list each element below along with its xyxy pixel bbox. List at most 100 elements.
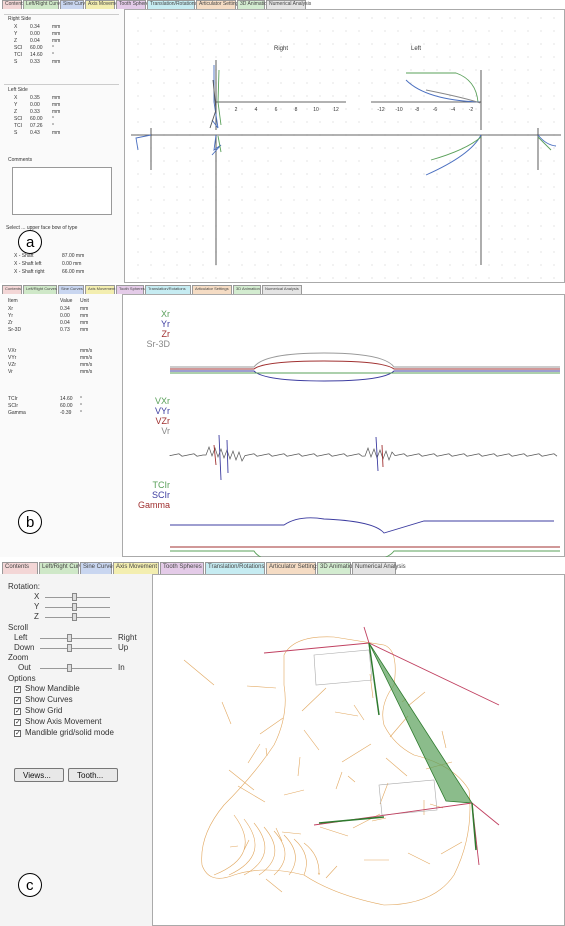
check-mark: ✓: [15, 730, 21, 737]
checkbox[interactable]: ✓: [14, 697, 21, 704]
tab[interactable]: Translation/Rotations: [147, 0, 195, 9]
grid-dot: [528, 122, 529, 123]
grid-dot: [242, 278, 243, 279]
tab-label: 3D Animation: [320, 564, 356, 570]
section-label: Zoom: [8, 654, 28, 662]
slider-thumb[interactable]: [67, 644, 72, 652]
grid-dot: [229, 109, 230, 110]
grid-dot: [138, 252, 139, 253]
tab[interactable]: Translation/Rotations: [145, 285, 191, 294]
tab[interactable]: Sine Curves: [58, 285, 84, 294]
tab[interactable]: Sine Curves: [80, 562, 112, 574]
tab[interactable]: Contents: [2, 562, 38, 574]
grid-dot: [255, 31, 256, 32]
tab[interactable]: Tooth Spheres: [116, 0, 146, 9]
grid-dot: [411, 239, 412, 240]
grid-dot: [515, 226, 516, 227]
grid-dot: [190, 18, 191, 19]
grid-dot: [489, 70, 490, 71]
grid-dot: [385, 278, 386, 279]
grid-dot: [541, 174, 542, 175]
grid-dot: [424, 109, 425, 110]
tab[interactable]: Sine Curves: [60, 0, 84, 9]
tab[interactable]: Axis Movement: [113, 562, 159, 574]
tab-label: Axis Movement: [116, 564, 157, 570]
tab[interactable]: 3D Animation: [317, 562, 351, 574]
tab[interactable]: Contents: [2, 285, 22, 294]
slider-thumb[interactable]: [67, 664, 72, 672]
tab-label: Sine Curves: [61, 287, 83, 291]
grid-dot: [151, 44, 152, 45]
comments-box[interactable]: [12, 167, 112, 215]
checkbox[interactable]: ✓: [14, 708, 21, 715]
tab[interactable]: Left/Right Curves: [23, 0, 59, 9]
grid-dot: [242, 226, 243, 227]
grid-dot: [398, 187, 399, 188]
tab[interactable]: Tooth Spheres: [116, 285, 144, 294]
mandible-mesh: [302, 688, 326, 711]
grid-dot: [541, 122, 542, 123]
grid-dot: [515, 18, 516, 19]
grid-dot: [281, 161, 282, 162]
grid-dot: [294, 278, 295, 279]
field-unit: mm: [52, 131, 60, 136]
grid-dot: [424, 57, 425, 58]
button[interactable]: Views...: [14, 768, 64, 782]
checkbox[interactable]: ✓: [14, 719, 21, 726]
grid-dot: [203, 226, 204, 227]
tab-label: Articulator Settings: [199, 2, 241, 7]
tab-label: 3D Animation: [236, 287, 260, 291]
tab[interactable]: Tooth Spheres: [160, 562, 204, 574]
tab[interactable]: Translation/Rotations: [205, 562, 265, 574]
tab[interactable]: Left/Right Curves: [39, 562, 79, 574]
slider-thumb[interactable]: [72, 593, 77, 601]
slider-thumb[interactable]: [67, 634, 72, 642]
slider-thumb[interactable]: [72, 603, 77, 611]
tab[interactable]: Numerical Analysis: [266, 0, 306, 9]
grid-dot: [489, 96, 490, 97]
chart-area: RightLeft24681012-12-10-8-6-4-2: [126, 10, 564, 282]
tab[interactable]: Articulator Settings: [266, 562, 316, 574]
grid-dot: [541, 265, 542, 266]
row-item: TCIr: [8, 397, 18, 402]
grid-dot: [476, 278, 477, 279]
tab[interactable]: Contents: [2, 0, 22, 9]
tab[interactable]: Axis Movement: [85, 285, 115, 294]
trace: [170, 447, 557, 461]
grid-dot: [294, 265, 295, 266]
grid-dot: [190, 174, 191, 175]
grid-dot: [164, 83, 165, 84]
tab[interactable]: Numerical Analysis: [352, 562, 396, 574]
tab[interactable]: Numerical Analysis: [262, 285, 302, 294]
row-value: -0.39: [60, 411, 71, 416]
grid-dot: [164, 226, 165, 227]
button[interactable]: Tooth...: [68, 768, 118, 782]
panel-label-text: c: [26, 878, 34, 893]
grid-dot: [268, 70, 269, 71]
field-name: X: [14, 25, 17, 30]
row-unit: mm: [80, 307, 88, 312]
tab[interactable]: Left/Right Curves: [23, 285, 57, 294]
shaft-name: X - Shaft right: [14, 270, 45, 275]
checkbox[interactable]: ✓: [14, 730, 21, 737]
slider-thumb[interactable]: [72, 613, 77, 621]
grid-dot: [242, 265, 243, 266]
grid-dot: [190, 148, 191, 149]
field-name: SCI: [14, 46, 22, 51]
grid-dot: [528, 31, 529, 32]
grid-dot: [320, 239, 321, 240]
tab[interactable]: 3D Animation: [237, 0, 265, 9]
tab[interactable]: 3D Animation: [233, 285, 261, 294]
checkbox[interactable]: ✓: [14, 686, 21, 693]
field-unit: °: [52, 46, 54, 51]
grid-dot: [385, 122, 386, 123]
grid-dot: [190, 70, 191, 71]
tab[interactable]: Axis Movement: [85, 0, 115, 9]
tab[interactable]: Articulator Settings: [196, 0, 236, 9]
grid-dot: [372, 252, 373, 253]
grid-dot: [268, 265, 269, 266]
grid-dot: [138, 239, 139, 240]
grid-dot: [489, 57, 490, 58]
grid-dot: [255, 70, 256, 71]
tab[interactable]: Articulator Settings: [192, 285, 232, 294]
